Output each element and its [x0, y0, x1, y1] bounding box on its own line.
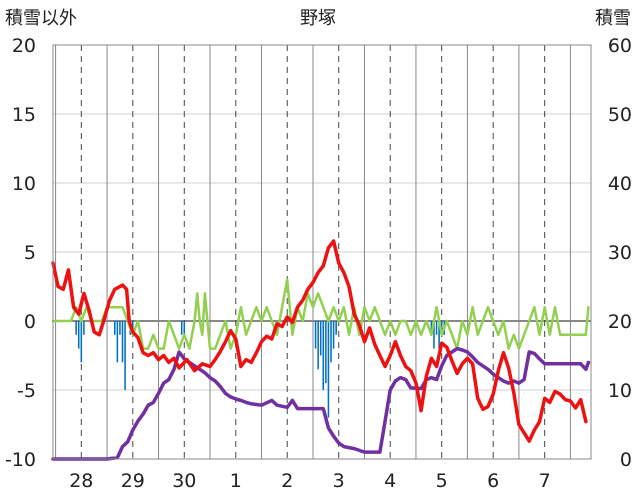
left-tick-label: 20: [12, 35, 36, 57]
precip-bar: [77, 321, 80, 349]
right-tick-label: 60: [608, 35, 632, 57]
precip-bar: [121, 321, 124, 363]
precip-bar: [325, 321, 327, 384]
precip-bar: [435, 321, 438, 335]
precip-bar: [116, 321, 119, 363]
precip-bar: [80, 321, 83, 363]
left-axis-ticks: -10 -5 0 5 10 15 20: [5, 35, 36, 471]
x-axis-ticks: 28 29 30 1 2 3 4 5 6 7: [69, 470, 550, 492]
precip-bars: [75, 321, 446, 418]
precip-bar: [330, 321, 332, 363]
precip-bar: [83, 321, 85, 335]
precip-bar: [317, 321, 319, 370]
right-tick-label: 50: [608, 104, 632, 126]
grid: [53, 44, 591, 460]
left-tick-label: 10: [12, 173, 36, 195]
x-tick-label: 5: [436, 470, 448, 492]
snow_depth-line: [51, 346, 591, 461]
x-tick-label: 1: [230, 470, 242, 492]
left-tick-label: 0: [24, 311, 36, 333]
left-tick-label: -10: [5, 449, 36, 471]
precip-bar: [124, 321, 126, 390]
precip-bar: [430, 321, 433, 335]
chart-title: 野塚: [300, 8, 336, 29]
precip-bar: [183, 321, 186, 335]
precip-bar: [314, 321, 317, 349]
precip-bar: [119, 321, 121, 335]
right-tick-label: 40: [608, 173, 632, 195]
x-tick-label: 6: [487, 470, 499, 492]
x-tick-label: 3: [333, 470, 345, 492]
left-tick-label: 5: [24, 242, 36, 264]
precip-bar: [75, 321, 77, 335]
right-axis-label: 積雪: [595, 8, 631, 29]
right-axis-ticks: 0 10 20 30 40 50 60: [608, 35, 632, 471]
precip-bar: [438, 321, 440, 349]
plot-frame: [52, 44, 592, 460]
x-tick-label: 29: [121, 470, 145, 492]
right-tick-label: 30: [608, 242, 632, 264]
precip-bar: [319, 321, 322, 356]
precip-bar: [327, 321, 330, 418]
precip-bar: [114, 321, 116, 335]
x-tick-label: 30: [172, 470, 196, 492]
precip-bar: [433, 321, 435, 349]
precip-bar: [332, 321, 335, 349]
precip-bar: [335, 321, 337, 335]
left-tick-label: -5: [17, 380, 36, 402]
precip-bar: [440, 321, 443, 335]
x-tick-label: 7: [539, 470, 551, 492]
x-tick-label: 4: [384, 470, 396, 492]
right-tick-label: 0: [620, 449, 632, 471]
left-axis-label: 積雪以外: [5, 8, 77, 29]
precip-bar: [180, 321, 183, 335]
x-tick-label: 2: [281, 470, 293, 492]
wind-line: [51, 278, 590, 350]
right-tick-label: 20: [608, 311, 632, 333]
right-tick-label: 10: [608, 380, 632, 402]
temperature-line: [51, 239, 588, 443]
precip-bar: [322, 321, 325, 390]
left-tick-label: 15: [12, 104, 36, 126]
x-tick-label: 28: [69, 470, 93, 492]
series-lines: [51, 239, 591, 461]
